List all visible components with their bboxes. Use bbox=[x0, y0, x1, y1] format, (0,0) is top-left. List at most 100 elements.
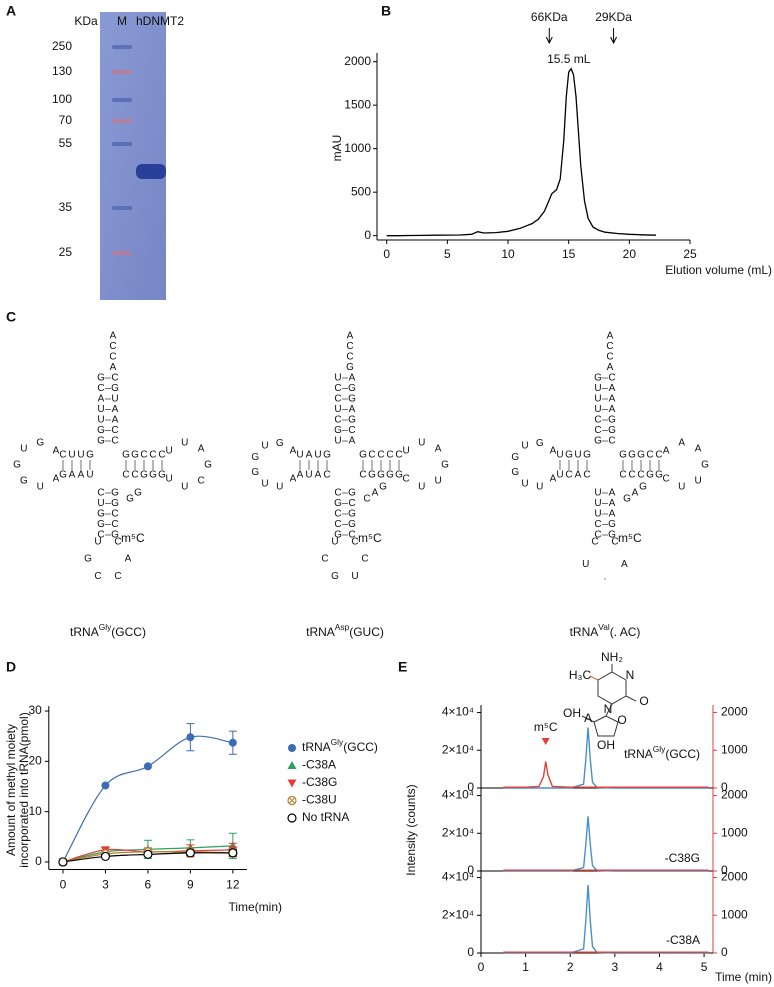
x-tick-label: 2 bbox=[567, 960, 574, 974]
marker bbox=[143, 762, 152, 771]
marker-shape bbox=[143, 849, 153, 860]
legend-label: tRNAGly(GCC) bbox=[302, 737, 378, 754]
y-axis-label: Amount of methyl moiety bbox=[4, 724, 18, 856]
panel-label: D bbox=[6, 659, 16, 675]
modification-label: m⁵C bbox=[358, 531, 382, 545]
y-tick-label: 2×10⁴ bbox=[442, 825, 474, 839]
nucleotides: UCCUCGU bbox=[334, 373, 342, 447]
modification-label: m⁵C bbox=[121, 531, 145, 545]
marker-shape bbox=[288, 744, 296, 752]
text-run: tRNA bbox=[624, 747, 653, 761]
nucleotides: CCCGG bbox=[619, 470, 663, 481]
ladder-label: 250 bbox=[52, 39, 72, 53]
nucleotides: UUAGCUU bbox=[165, 438, 212, 493]
legend-label: No tRNA bbox=[302, 810, 349, 824]
chromatogram bbox=[503, 761, 709, 788]
y-tick-label: 0 bbox=[467, 780, 474, 794]
nucleotides: AGUGGUA bbox=[13, 438, 59, 493]
nucleotides: UCAC bbox=[556, 470, 590, 481]
marker bbox=[101, 781, 110, 790]
marker bbox=[228, 848, 238, 858]
marker-shape bbox=[58, 857, 68, 867]
x-axis-label: Elution volume (mL) bbox=[665, 263, 772, 277]
superscript: Gly bbox=[331, 737, 344, 747]
nucleotides: CAAAGGC bbox=[608, 373, 616, 447]
atom-label: O bbox=[617, 713, 626, 727]
marker-shape bbox=[287, 779, 297, 788]
x-tick-label: 4 bbox=[656, 960, 663, 974]
x-tick-label: 0 bbox=[60, 878, 67, 892]
nucleotides: CCGGG bbox=[122, 470, 166, 481]
atom-label: H₃C bbox=[569, 668, 592, 682]
x-tick-label: 25 bbox=[683, 247, 697, 261]
marker bbox=[186, 733, 195, 742]
y-tick-label: 1000 bbox=[344, 141, 371, 155]
modification-label: m⁵C bbox=[618, 531, 642, 545]
marker bbox=[287, 779, 297, 788]
nucleotides: AGUGGUUA bbox=[511, 438, 556, 492]
y-tick-label: 4×10⁴ bbox=[442, 705, 474, 719]
marker-shape bbox=[288, 797, 296, 804]
x-axis-label: Time(min) bbox=[228, 900, 282, 914]
marker-shape bbox=[186, 733, 195, 742]
x-tick-label: 9 bbox=[187, 878, 194, 892]
y-tick-label: 500 bbox=[351, 184, 371, 198]
nucleotides: CUUG bbox=[59, 450, 94, 461]
x-tick-label: 15 bbox=[562, 247, 576, 261]
text-run: (. AC) bbox=[610, 625, 641, 639]
y-tick-label: 0 bbox=[467, 945, 474, 959]
atom-label: N bbox=[626, 668, 635, 682]
x-tick-label: 1 bbox=[522, 960, 529, 974]
y-tick-label: 4×10⁴ bbox=[442, 870, 474, 884]
nucleotides: UUAGUUC bbox=[402, 438, 449, 493]
text-run: tRNA bbox=[570, 625, 599, 639]
annotation: 29KDa bbox=[595, 10, 632, 24]
nucleotides: CGCCG bbox=[334, 488, 342, 541]
panel-label: A bbox=[6, 3, 16, 19]
ladder-label: 70 bbox=[59, 113, 73, 127]
gel-header: hDNMT2 bbox=[136, 14, 184, 28]
gel-image bbox=[100, 12, 166, 300]
y2-tick-label: 0 bbox=[721, 780, 728, 794]
y-tick-label: 4×10⁴ bbox=[442, 788, 474, 802]
ladder-label: 130 bbox=[52, 64, 72, 78]
x-tick-label: 0 bbox=[478, 960, 485, 974]
y-tick-label: 0 bbox=[467, 863, 474, 877]
x-axis-label: Time (min) bbox=[715, 970, 772, 984]
y2-tick-label: 2000 bbox=[721, 705, 748, 719]
marker-shape bbox=[100, 851, 111, 862]
nucleotides: CAG bbox=[363, 482, 387, 505]
y-tick-label: 2×10⁴ bbox=[442, 907, 474, 921]
peak-annotation: m⁵C bbox=[534, 720, 558, 734]
ladder-band bbox=[112, 119, 132, 123]
ladder-band bbox=[112, 70, 132, 74]
nucleotides: GG bbox=[126, 488, 142, 505]
y2-tick-label: 0 bbox=[721, 945, 728, 959]
marker bbox=[228, 738, 237, 747]
y-axis-label: incorporated into tRNA(pmol) bbox=[17, 712, 31, 867]
y-tick-label: 2×10⁴ bbox=[442, 742, 474, 756]
y-axis-label: Intensity (counts) bbox=[404, 784, 418, 875]
marker bbox=[58, 857, 68, 867]
marker bbox=[287, 761, 297, 769]
nucleotides: GCCCC bbox=[359, 450, 403, 461]
y-tick-label: 20 bbox=[28, 754, 42, 768]
nucleotides: CGGGG bbox=[359, 470, 403, 481]
ladder-band bbox=[112, 142, 132, 146]
superscript: Gly bbox=[99, 622, 112, 632]
superscript: Val bbox=[598, 622, 610, 632]
panel-label: B bbox=[381, 3, 391, 19]
y-tick-label: 1500 bbox=[344, 97, 371, 111]
nucleotides: CGUAACC bbox=[111, 373, 119, 447]
y2-tick-label: 1000 bbox=[721, 742, 748, 756]
text-run: (GCC) bbox=[111, 625, 146, 639]
marker bbox=[100, 851, 111, 862]
panel-label: C bbox=[6, 309, 16, 325]
text-run: tRNA bbox=[70, 625, 99, 639]
x-tick-label: 10 bbox=[501, 247, 515, 261]
legend-label: -C38U bbox=[302, 793, 337, 807]
nucleotides: GAAU bbox=[59, 470, 94, 481]
ladder-label: 55 bbox=[59, 136, 73, 150]
peak-pointer bbox=[541, 738, 550, 745]
